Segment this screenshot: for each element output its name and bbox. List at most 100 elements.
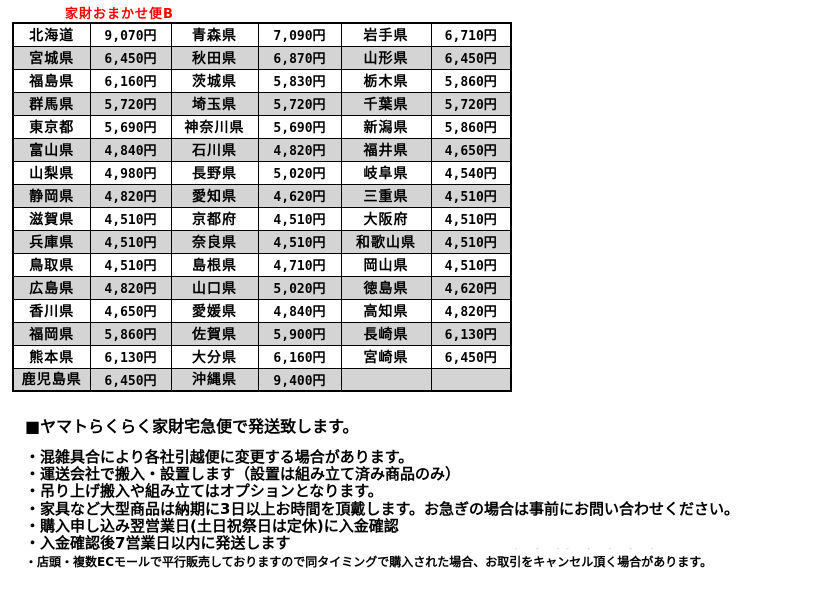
prefecture-cell: 宮城県: [12, 45, 91, 70]
price-cell: 5,020円: [257, 275, 342, 300]
table-row: 静岡県 4,820円 愛知県 4,620円 三重県 4,510円: [12, 183, 512, 208]
price-cell: 4,650円: [89, 298, 172, 323]
table-row: 山梨県 4,980円 長野県 5,020円 岐阜県 4,540円: [12, 160, 512, 185]
prefecture-cell: 宮崎県: [340, 344, 432, 369]
prefecture-cell: 茨城県: [170, 68, 259, 93]
prefecture-cell: 埼玉県: [170, 91, 259, 116]
price-cell: 6,130円: [89, 344, 172, 369]
notes-heading: ■ヤマトらくらく家財宅急便で発送致します。: [25, 417, 359, 436]
prefecture-cell: 山口県: [170, 275, 259, 300]
prefecture-cell: 高知県: [340, 298, 432, 323]
price-cell: 4,710円: [257, 252, 342, 277]
prefecture-cell: 神奈川県: [170, 114, 259, 139]
price-cell: 5,720円: [257, 91, 342, 116]
price-cell: 4,650円: [430, 137, 512, 162]
prefecture-cell: 群馬県: [12, 91, 91, 116]
prefecture-cell: 東京都: [12, 114, 91, 139]
prefecture-cell: 鹿児島県: [12, 367, 91, 392]
price-cell: 4,510円: [430, 252, 512, 277]
price-cell: 6,130円: [430, 321, 512, 346]
price-cell: 4,820円: [257, 137, 342, 162]
prefecture-cell: 静岡県: [12, 183, 91, 208]
prefecture-cell: 栃木県: [340, 68, 432, 93]
price-cell: 5,900円: [257, 321, 342, 346]
price-cell: 5,860円: [89, 321, 172, 346]
price-cell: 4,510円: [257, 206, 342, 231]
prefecture-cell: 千葉県: [340, 91, 432, 116]
table-row: 東京都 5,690円 神奈川県 5,690円 新潟県 5,860円: [12, 114, 512, 139]
price-cell: 6,710円: [430, 22, 512, 47]
prefecture-cell: 愛媛県: [170, 298, 259, 323]
prefecture-cell: 広島県: [12, 275, 91, 300]
price-cell: 4,840円: [257, 298, 342, 323]
price-cell: 5,690円: [257, 114, 342, 139]
prefecture-cell: 奈良県: [170, 229, 259, 254]
price-cell: 4,510円: [430, 183, 512, 208]
price-cell: 4,510円: [89, 229, 172, 254]
price-cell: 4,510円: [89, 252, 172, 277]
prefecture-cell: 山形県: [340, 45, 432, 70]
note-bullet: ・購入申し込み翌営業日(土日祝祭日は定休)に入金確認: [25, 516, 399, 535]
prefecture-cell: 新潟県: [340, 114, 432, 139]
prefecture-cell: 秋田県: [170, 45, 259, 70]
price-cell: 6,870円: [257, 45, 342, 70]
note-bullet: ・家具など大型商品は納期に3日以上お時間を頂戴します。お急ぎの場合は事前にお問い…: [25, 499, 739, 518]
price-cell: 5,860円: [430, 68, 512, 93]
table-row: 滋賀県 4,510円 京都府 4,510円 大阪府 4,510円: [12, 206, 512, 231]
table-row: 鹿児島県 6,450円 沖縄県 9,400円: [12, 367, 512, 392]
prefecture-cell: 沖縄県: [170, 367, 259, 392]
price-cell: 5,860円: [430, 114, 512, 139]
price-cell: 4,510円: [430, 229, 512, 254]
prefecture-cell: 青森県: [170, 22, 259, 47]
price-cell: 4,820円: [430, 298, 512, 323]
prefecture-cell: 三重県: [340, 183, 432, 208]
table-row: 北海道 9,070円 青森県 7,090円 岩手県 6,710円: [12, 22, 512, 47]
prefecture-cell: 鳥取県: [12, 252, 91, 277]
prefecture-cell: 福島県: [12, 68, 91, 93]
prefecture-cell: 石川県: [170, 137, 259, 162]
price-cell: 6,450円: [89, 367, 172, 392]
table-row: 香川県 4,650円 愛媛県 4,840円 高知県 4,820円: [12, 298, 512, 323]
prefecture-cell: [340, 367, 432, 392]
price-cell: 4,510円: [89, 206, 172, 231]
faint-ghost-marks: - ・ -- ・ - ・ -: [515, 545, 660, 553]
table-row: 熊本県 6,130円 大分県 6,160円 宮崎県 6,450円: [12, 344, 512, 369]
table-row: 福島県 6,160円 茨城県 5,830円 栃木県 5,860円: [12, 68, 512, 93]
prefecture-cell: 和歌山県: [340, 229, 432, 254]
price-cell: 4,540円: [430, 160, 512, 185]
price-cell: 9,400円: [257, 367, 342, 392]
prefecture-cell: 香川県: [12, 298, 91, 323]
table-row: 群馬県 5,720円 埼玉県 5,720円 千葉県 5,720円: [12, 91, 512, 116]
price-cell: 6,450円: [89, 45, 172, 70]
table-row: 鳥取県 4,510円 島根県 4,710円 岡山県 4,510円: [12, 252, 512, 277]
note-bullet: ・混雑具合により各社引越便に変更する場合があります。: [25, 448, 414, 466]
notes-bullet-list: ・混雑具合により各社引越便に変更する場合があります。 ・運送会社で搬入・設置します…: [25, 448, 815, 552]
prefecture-cell: 京都府: [170, 206, 259, 231]
prefecture-cell: 兵庫県: [12, 229, 91, 254]
price-cell: 4,980円: [89, 160, 172, 185]
price-cell: 5,720円: [430, 91, 512, 116]
prefecture-cell: 山梨県: [12, 160, 91, 185]
prefecture-cell: 福井県: [340, 137, 432, 162]
prefecture-cell: 徳島県: [340, 275, 432, 300]
parallel-sale-disclaimer: ・店頭・複数ECモールで平行販売しておりますので同タイミングで購入された場合、お…: [25, 555, 713, 569]
price-cell: 4,820円: [89, 183, 172, 208]
prefecture-cell: 島根県: [170, 252, 259, 277]
price-cell: 5,830円: [257, 68, 342, 93]
price-cell: 4,620円: [430, 275, 512, 300]
prefecture-cell: 大分県: [170, 344, 259, 369]
shipping-fee-table: 北海道 9,070円 青森県 7,090円 岩手県 6,710円 宮城県 6,450円 秋田県 6…: [12, 22, 512, 392]
prefecture-cell: 北海道: [12, 22, 91, 47]
price-cell: 7,090円: [257, 22, 342, 47]
prefecture-cell: 岡山県: [340, 252, 432, 277]
price-cell: 6,160円: [89, 68, 172, 93]
price-cell: 4,820円: [89, 275, 172, 300]
note-bullet: ・吊り上げ搬入や組み立てはオプションとなります。: [25, 482, 383, 501]
prefecture-cell: 福岡県: [12, 321, 91, 346]
prefecture-cell: 岐阜県: [340, 160, 432, 185]
table-row: 福岡県 5,860円 佐賀県 5,900円 長崎県 6,130円: [12, 321, 512, 346]
prefecture-cell: 長野県: [170, 160, 259, 185]
table-row: 兵庫県 4,510円 奈良県 4,510円 和歌山県 4,510円: [12, 229, 512, 254]
price-cell: 4,840円: [89, 137, 172, 162]
table-row: 広島県 4,820円 山口県 5,020円 徳島県 4,620円: [12, 275, 512, 300]
